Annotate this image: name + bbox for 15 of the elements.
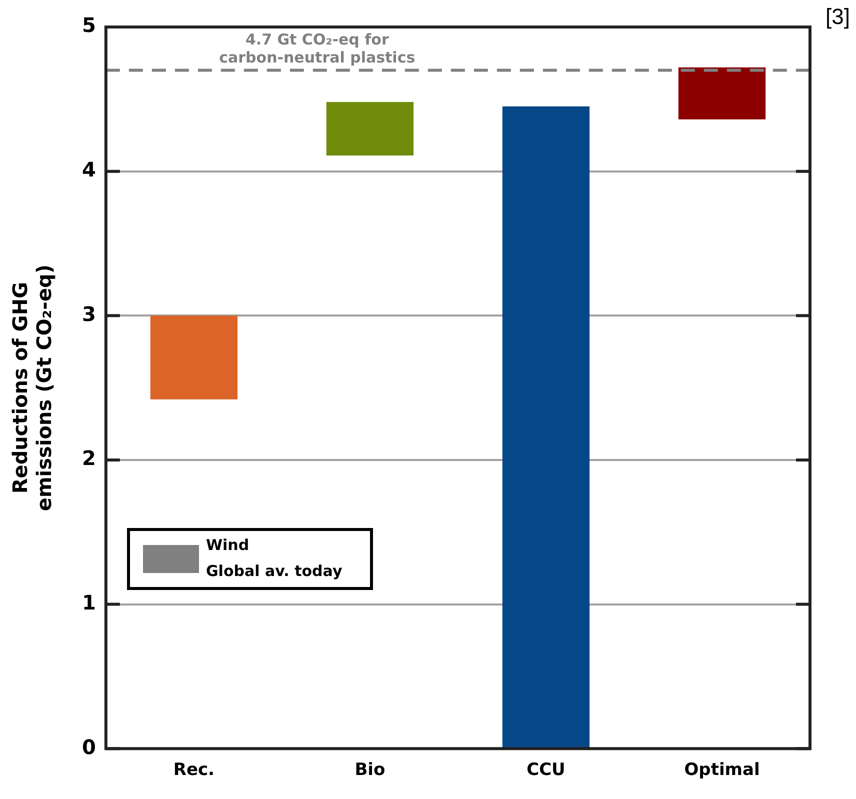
x-tick-label: Bio	[354, 760, 386, 780]
y-tick-label: 2	[82, 446, 96, 470]
x-tick-label: Rec.	[173, 760, 215, 780]
y-axis-title: Reductions of GHG emissions (Gt CO₂-eq)	[8, 264, 56, 512]
y-tick-label: 1	[82, 590, 96, 614]
y-tick-label: 5	[82, 13, 96, 38]
x-tick-label: CCU	[526, 760, 566, 780]
text: [3]	[826, 4, 850, 30]
y-tick-label: 3	[82, 302, 96, 326]
annotation: Wind	[206, 536, 250, 554]
x-tick-label: Optimal	[684, 760, 760, 780]
y-tick-label: 0	[82, 734, 96, 759]
ref-line-label: 4.7 Gt CO₂-eq for carbon-neutral plastics	[219, 30, 416, 67]
annotation: Global av. today	[206, 562, 342, 580]
y-tick-label: 4	[82, 158, 96, 182]
